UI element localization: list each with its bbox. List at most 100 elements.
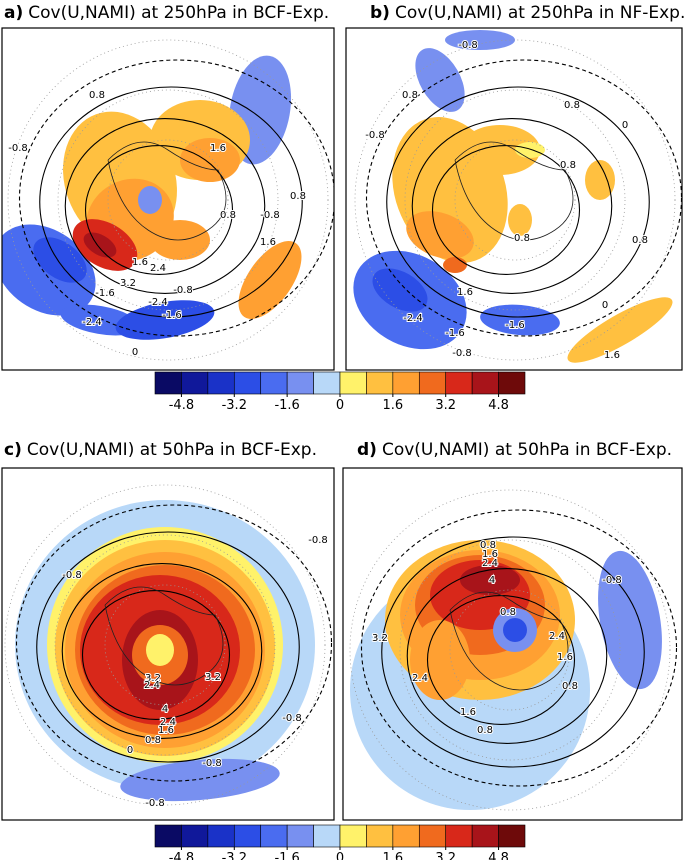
latitude-circle — [354, 39, 676, 361]
contour-line — [386, 86, 650, 318]
colorbar-box — [471, 371, 499, 395]
contour-label: -0.8 — [62, 570, 82, 581]
contour-label: 1.6 — [457, 287, 473, 298]
coastline — [449, 591, 569, 691]
latitude-circle — [4, 484, 326, 806]
colorbar-box — [313, 371, 341, 395]
map-frame — [345, 27, 683, 371]
shaded-region — [120, 758, 280, 802]
map-frame — [1, 467, 335, 821]
shaded-region — [598, 550, 662, 690]
latitude-circle — [7, 39, 329, 361]
latitude-circle — [104, 584, 226, 706]
contour-line — [381, 536, 645, 768]
contour-line — [406, 568, 608, 744]
colorbar-box — [445, 371, 473, 395]
contour-line — [360, 509, 678, 787]
colorbar-box — [392, 824, 420, 848]
contour-label: 0 — [622, 120, 628, 131]
colorbar-box — [207, 371, 235, 395]
colorbar-box — [260, 824, 288, 848]
shaded-region — [503, 618, 527, 642]
contour-label: 3.2 — [145, 673, 161, 684]
contour-label: 1.6 — [158, 725, 174, 736]
contour-label: 0.8 — [477, 725, 493, 736]
colorbar-tick-label: 4.8 — [488, 851, 509, 860]
contour-label: 2.4 — [150, 263, 166, 274]
contour-label: -0.8 — [602, 575, 622, 586]
contour-label: -0.8 — [8, 143, 28, 154]
shaded-region — [445, 30, 515, 50]
colorbar-box — [471, 824, 499, 848]
contour-label: 3.2 — [205, 672, 221, 683]
contour-label: 0.8 — [500, 607, 516, 618]
shaded-region — [180, 138, 240, 182]
colorbar-tick-label: -1.6 — [274, 398, 299, 413]
colorbar-tick-label: 1.6 — [383, 851, 404, 860]
colorbar-box — [418, 824, 447, 848]
latitude-circle — [107, 139, 229, 261]
contour-label: -0.8 — [202, 758, 222, 769]
contour-label: 0.8 — [562, 681, 578, 692]
panel-title: a) Cov(U,NAMI) at 250hPa in BCF-Exp. — [4, 3, 329, 23]
shaded-region — [410, 620, 470, 700]
contour-label: -0.8 — [282, 713, 302, 724]
contour-label: -0.8 — [308, 535, 328, 546]
colorbar-tick-label: 4.8 — [488, 398, 509, 413]
contour-label: -1.6 — [505, 320, 525, 331]
contour-line — [36, 531, 300, 763]
shaded-region — [508, 204, 532, 236]
shaded-region — [115, 300, 215, 340]
map-field — [349, 489, 678, 811]
contour-label: 3.2 — [372, 633, 388, 644]
contour-line — [64, 118, 266, 294]
map-field — [4, 484, 333, 806]
coastline — [104, 586, 224, 686]
colorbar: -4.8 -3.2 -1.6 0 1.6 3.2 4.8 — [154, 371, 526, 413]
colorbar-box — [286, 371, 314, 395]
contour-label: -0.8 — [145, 798, 165, 809]
map-panel: a) Cov(U,NAMI) at 250hPa in BCF-Exp. -0.8 0… — [1, 3, 335, 371]
map-panel: d) Cov(U,NAMI) at 50hPa in BCF-Exp.0.81.6… — [342, 440, 683, 821]
contour-label: 0.8 — [632, 235, 648, 246]
colorbar-box — [445, 824, 473, 848]
shaded-region — [138, 186, 162, 214]
colorbar-box — [154, 824, 182, 848]
contour-line — [431, 145, 581, 275]
panel-label: c) — [4, 440, 22, 460]
contour-label: 1.6 — [557, 652, 573, 663]
panel-label: a) — [4, 3, 23, 23]
contour-label: 0.8 — [290, 191, 306, 202]
contour-label: -1.6 — [162, 310, 182, 321]
panel-title-text: Cov(U,NAMI) at 250hPa in BCF-Exp. — [28, 3, 329, 23]
coastline — [454, 141, 574, 241]
contour-label: 2.4 — [482, 558, 498, 569]
shaded-region — [585, 160, 615, 200]
colorbar-box — [366, 824, 394, 848]
colorbar-tick-label: -4.8 — [169, 398, 194, 413]
contour-line — [426, 595, 576, 725]
colorbar-box — [207, 824, 235, 848]
shaded-region — [515, 142, 545, 158]
contour-label: 0 — [127, 745, 133, 756]
colorbar-box — [233, 371, 262, 395]
coastline — [107, 141, 227, 241]
contour-label: 1.6 — [482, 549, 498, 560]
shaded-region — [83, 232, 117, 258]
contour-label: 0.8 — [145, 735, 161, 746]
contour-line — [61, 563, 263, 739]
contour-line — [18, 59, 334, 337]
colorbar: -4.8 -3.2 -1.6 0 1.6 3.2 4.8 — [154, 824, 526, 860]
contour-line — [81, 590, 231, 720]
contour-label: 1.6 — [260, 237, 276, 248]
contour-label: 2.4 — [160, 717, 176, 728]
shaded-region — [567, 297, 673, 363]
colorbar-tick-label: 0 — [336, 398, 344, 413]
colorbar-box — [498, 371, 526, 395]
contour-label: 0.8 — [402, 90, 418, 101]
contour-label: 0.8 — [560, 160, 576, 171]
contour-label: 0 — [602, 300, 608, 311]
shaded-region — [480, 304, 560, 336]
contour-label: 0.8 — [564, 100, 580, 111]
